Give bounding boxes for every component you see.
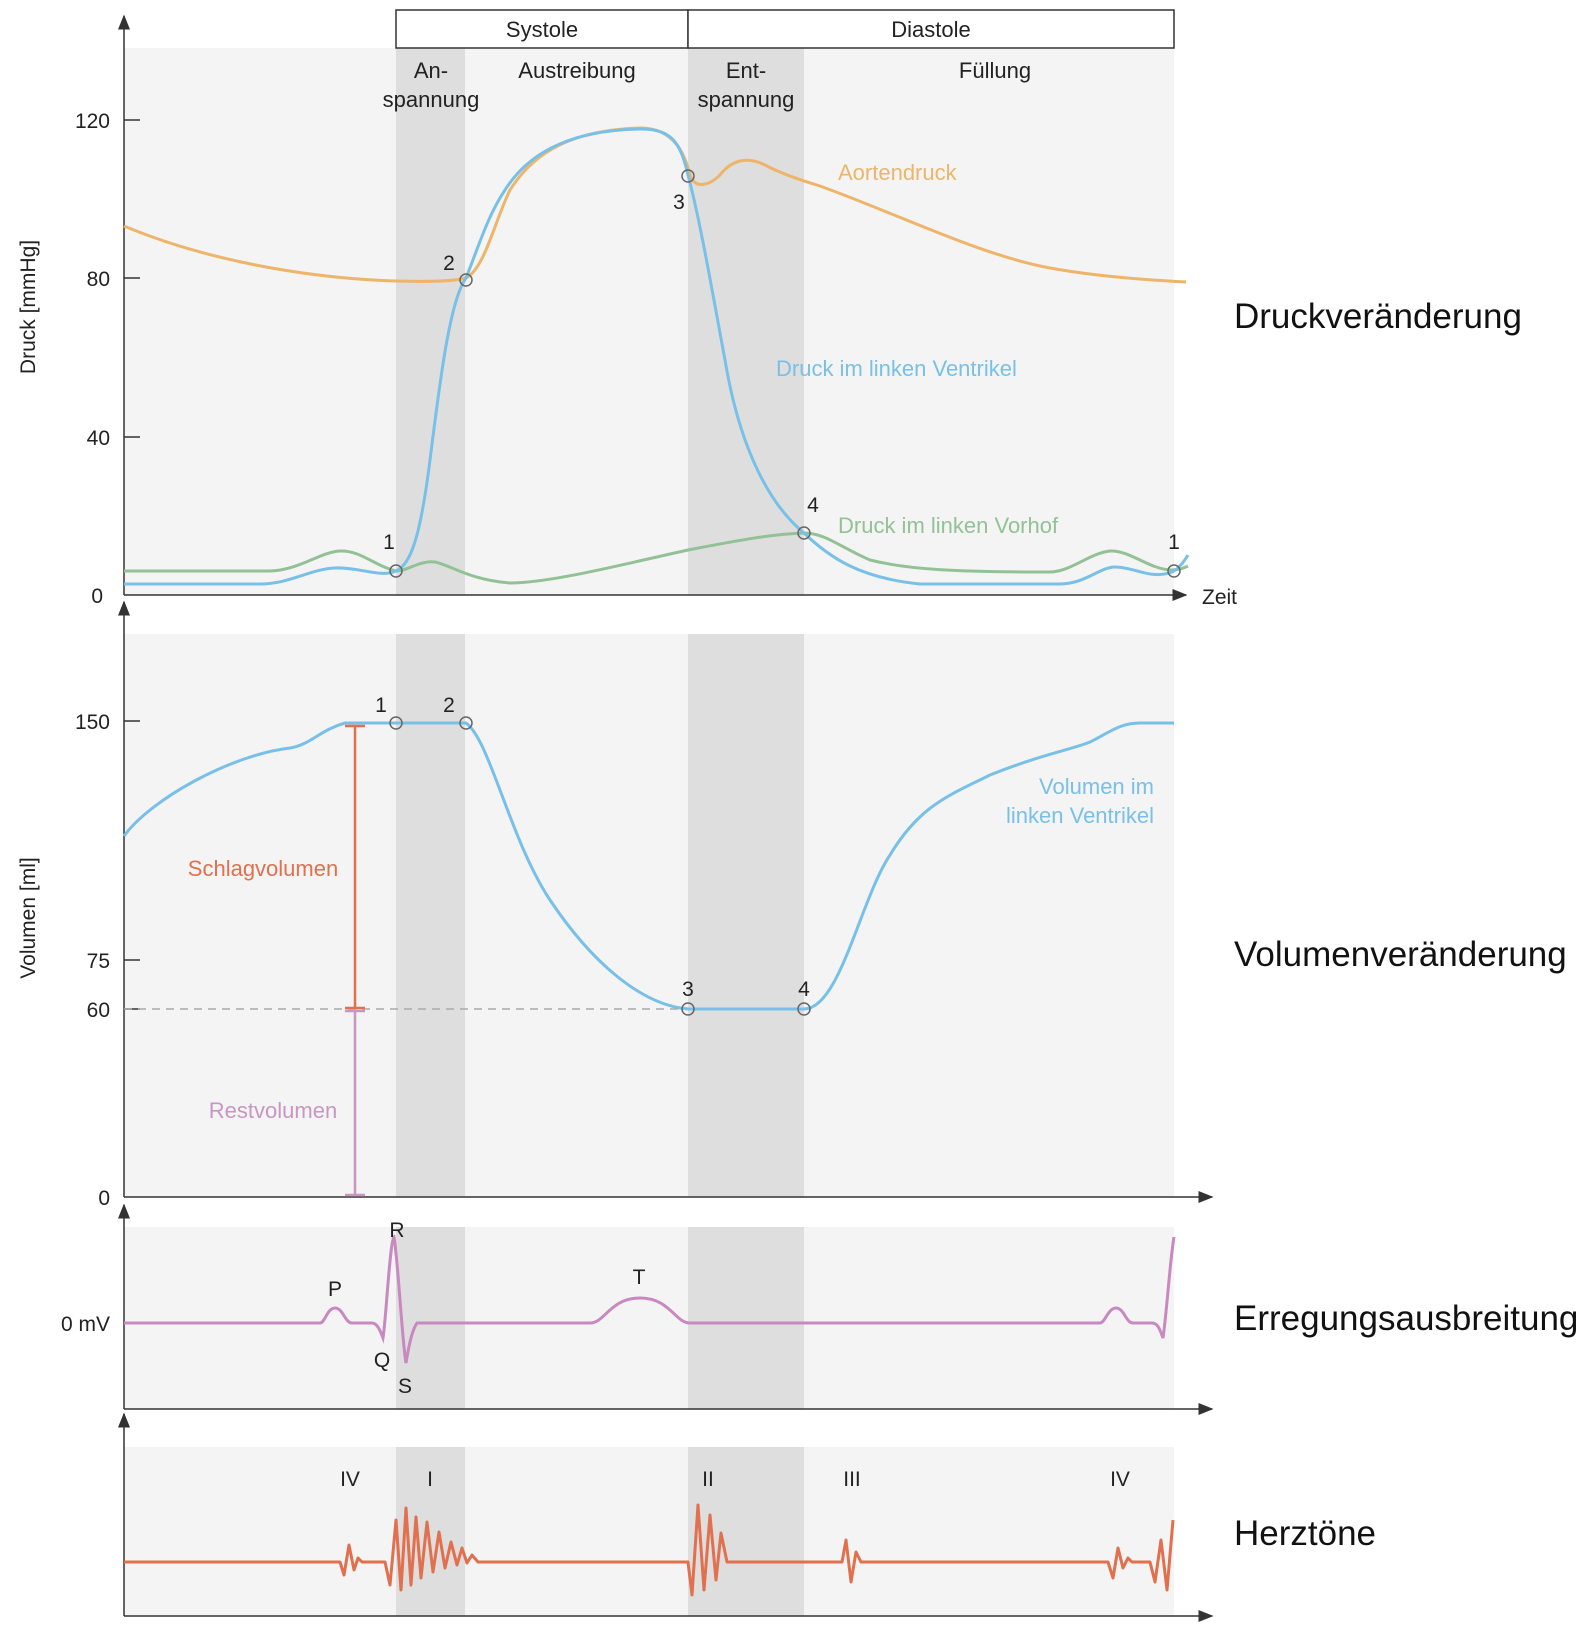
anspannung-shade-ecg — [396, 1227, 465, 1409]
ecg-curve — [124, 1234, 1176, 1364]
entspannung-shade-ecg — [688, 1227, 804, 1409]
entspannung-label-2: spannung — [698, 87, 795, 112]
pressure-tick-120: 120 — [75, 110, 110, 133]
anspannung-label-1: An- — [414, 58, 448, 83]
pressure-point-3: 3 — [673, 191, 685, 214]
diastole-box — [687, 9, 1175, 49]
ecg-wave-r: R — [389, 1219, 404, 1242]
volume-panel-bg — [124, 634, 1174, 1197]
pressure-ylabel: Druck [mmHg] — [17, 240, 40, 374]
sound-label-iii: III — [843, 1468, 861, 1491]
ventricle-pressure-label: Druck im linken Ventrikel — [776, 356, 1017, 381]
diastole-label: Diastole — [891, 17, 970, 42]
pressure-title: Druckveränderung — [1234, 297, 1522, 336]
pressure-panel-bg — [124, 48, 1174, 595]
ecg-wave-s: S — [398, 1375, 412, 1398]
volume-point-4: 4 — [798, 978, 810, 1001]
sound-label-ii: II — [702, 1468, 714, 1491]
anspannung-shade-pressure — [396, 48, 465, 595]
ecg-wave-p: P — [328, 1278, 342, 1301]
volume-tick-labels: 150 75 60 0 Volumen [ml] 0 mV — [17, 711, 110, 1336]
volume-point-3: 3 — [682, 978, 694, 1001]
volume-point-2: 2 — [443, 694, 455, 717]
entspannung-label-1: Ent- — [726, 58, 766, 83]
volume-markers — [389, 716, 811, 1016]
volume-tick-60: 60 — [87, 999, 110, 1022]
ecg-baseline-label: 0 mV — [61, 1313, 110, 1336]
fuellung-label: Füllung — [959, 58, 1031, 83]
ecg-wave-q: Q — [374, 1349, 390, 1372]
volume-curve-label-1: Volumen im — [1039, 774, 1154, 799]
residual-volume-bracket — [345, 1009, 365, 1197]
ecg-panel-bg — [124, 1227, 1174, 1409]
pressure-point-labels: 1 2 3 4 1 — [383, 191, 1180, 554]
aorta-label: Aortendruck — [838, 160, 958, 185]
ecg-wave-t: T — [633, 1266, 646, 1289]
volume-tick-75: 75 — [87, 950, 110, 973]
stroke-volume-bracket — [345, 724, 365, 1010]
pressure-point-1: 1 — [383, 531, 395, 554]
ventricle-volume-curve — [122, 721, 1174, 1011]
systole-label: Systole — [506, 17, 578, 42]
phase-shading — [396, 48, 804, 1616]
pressure-point-1b: 1 — [1168, 531, 1180, 554]
pressure-point-4: 4 — [807, 494, 819, 517]
pressure-tick-40: 40 — [87, 427, 110, 450]
volume-marker-3 — [681, 1002, 695, 1016]
entspannung-shade-pressure — [688, 48, 804, 595]
pressure-marker-3 — [681, 169, 695, 183]
sound-label-iv-2: IV — [1110, 1468, 1130, 1491]
entspannung-shade-volume — [688, 634, 804, 1197]
volume-ylabel: Volumen [ml] — [17, 857, 40, 978]
pressure-marker-4 — [797, 526, 811, 540]
pressure-tick-0: 0 — [91, 585, 103, 608]
sounds-panel-bg — [124, 1447, 1174, 1616]
time-xlabel: Zeit — [1202, 586, 1237, 609]
pressure-point-2: 2 — [443, 252, 455, 275]
pressure-marker-2 — [459, 273, 473, 287]
pressure-tick-80: 80 — [87, 268, 110, 291]
ventricle-pressure-curve — [124, 127, 1190, 586]
atrium-label: Druck im linken Vorhof — [838, 513, 1059, 538]
sounds-title: Herztöne — [1234, 1514, 1376, 1553]
volume-title: Volumenveränderung — [1234, 935, 1567, 974]
ecg-wave-labels: P R Q S T — [328, 1219, 646, 1398]
sound-label-i: I — [427, 1468, 433, 1491]
volume-tick-0: 0 — [98, 1187, 110, 1210]
stroke-volume-label: Schlagvolumen — [188, 856, 338, 881]
panel-titles: Druckveränderung Volumenveränderung Erre… — [1234, 297, 1578, 1553]
volume-tick-150: 150 — [75, 711, 110, 734]
volume-point-labels: 1 2 3 4 — [375, 694, 810, 1001]
austreibung-label: Austreibung — [518, 58, 635, 83]
volume-curve-label-2: linken Ventrikel — [1006, 803, 1154, 828]
phase-header: Systole Diastole An- spannung Austreibun… — [383, 9, 1175, 112]
pressure-tick-labels: 120 80 40 0 Druck [mmHg] Zeit — [17, 110, 1237, 609]
pressure-marker-1 — [389, 564, 403, 578]
anspannung-label-2: spannung — [383, 87, 480, 112]
ecg-title: Erregungsausbreitung — [1234, 1299, 1578, 1338]
volume-marker-1 — [389, 716, 403, 730]
heart-sound-labels: IV I II III IV — [340, 1468, 1130, 1491]
volume-marker-4 — [797, 1002, 811, 1016]
anspannung-shade-volume — [396, 634, 465, 1197]
volume-marker-2 — [459, 716, 473, 730]
volume-point-1: 1 — [375, 694, 387, 717]
panel-backgrounds — [124, 48, 1174, 1616]
sound-label-iv-1: IV — [340, 1468, 360, 1491]
heart-sounds-curve — [124, 1503, 1175, 1597]
residual-volume-label: Restvolumen — [209, 1098, 337, 1123]
pressure-markers — [389, 169, 1181, 578]
axes — [118, 14, 1214, 1622]
pressure-marker-1b — [1167, 564, 1181, 578]
